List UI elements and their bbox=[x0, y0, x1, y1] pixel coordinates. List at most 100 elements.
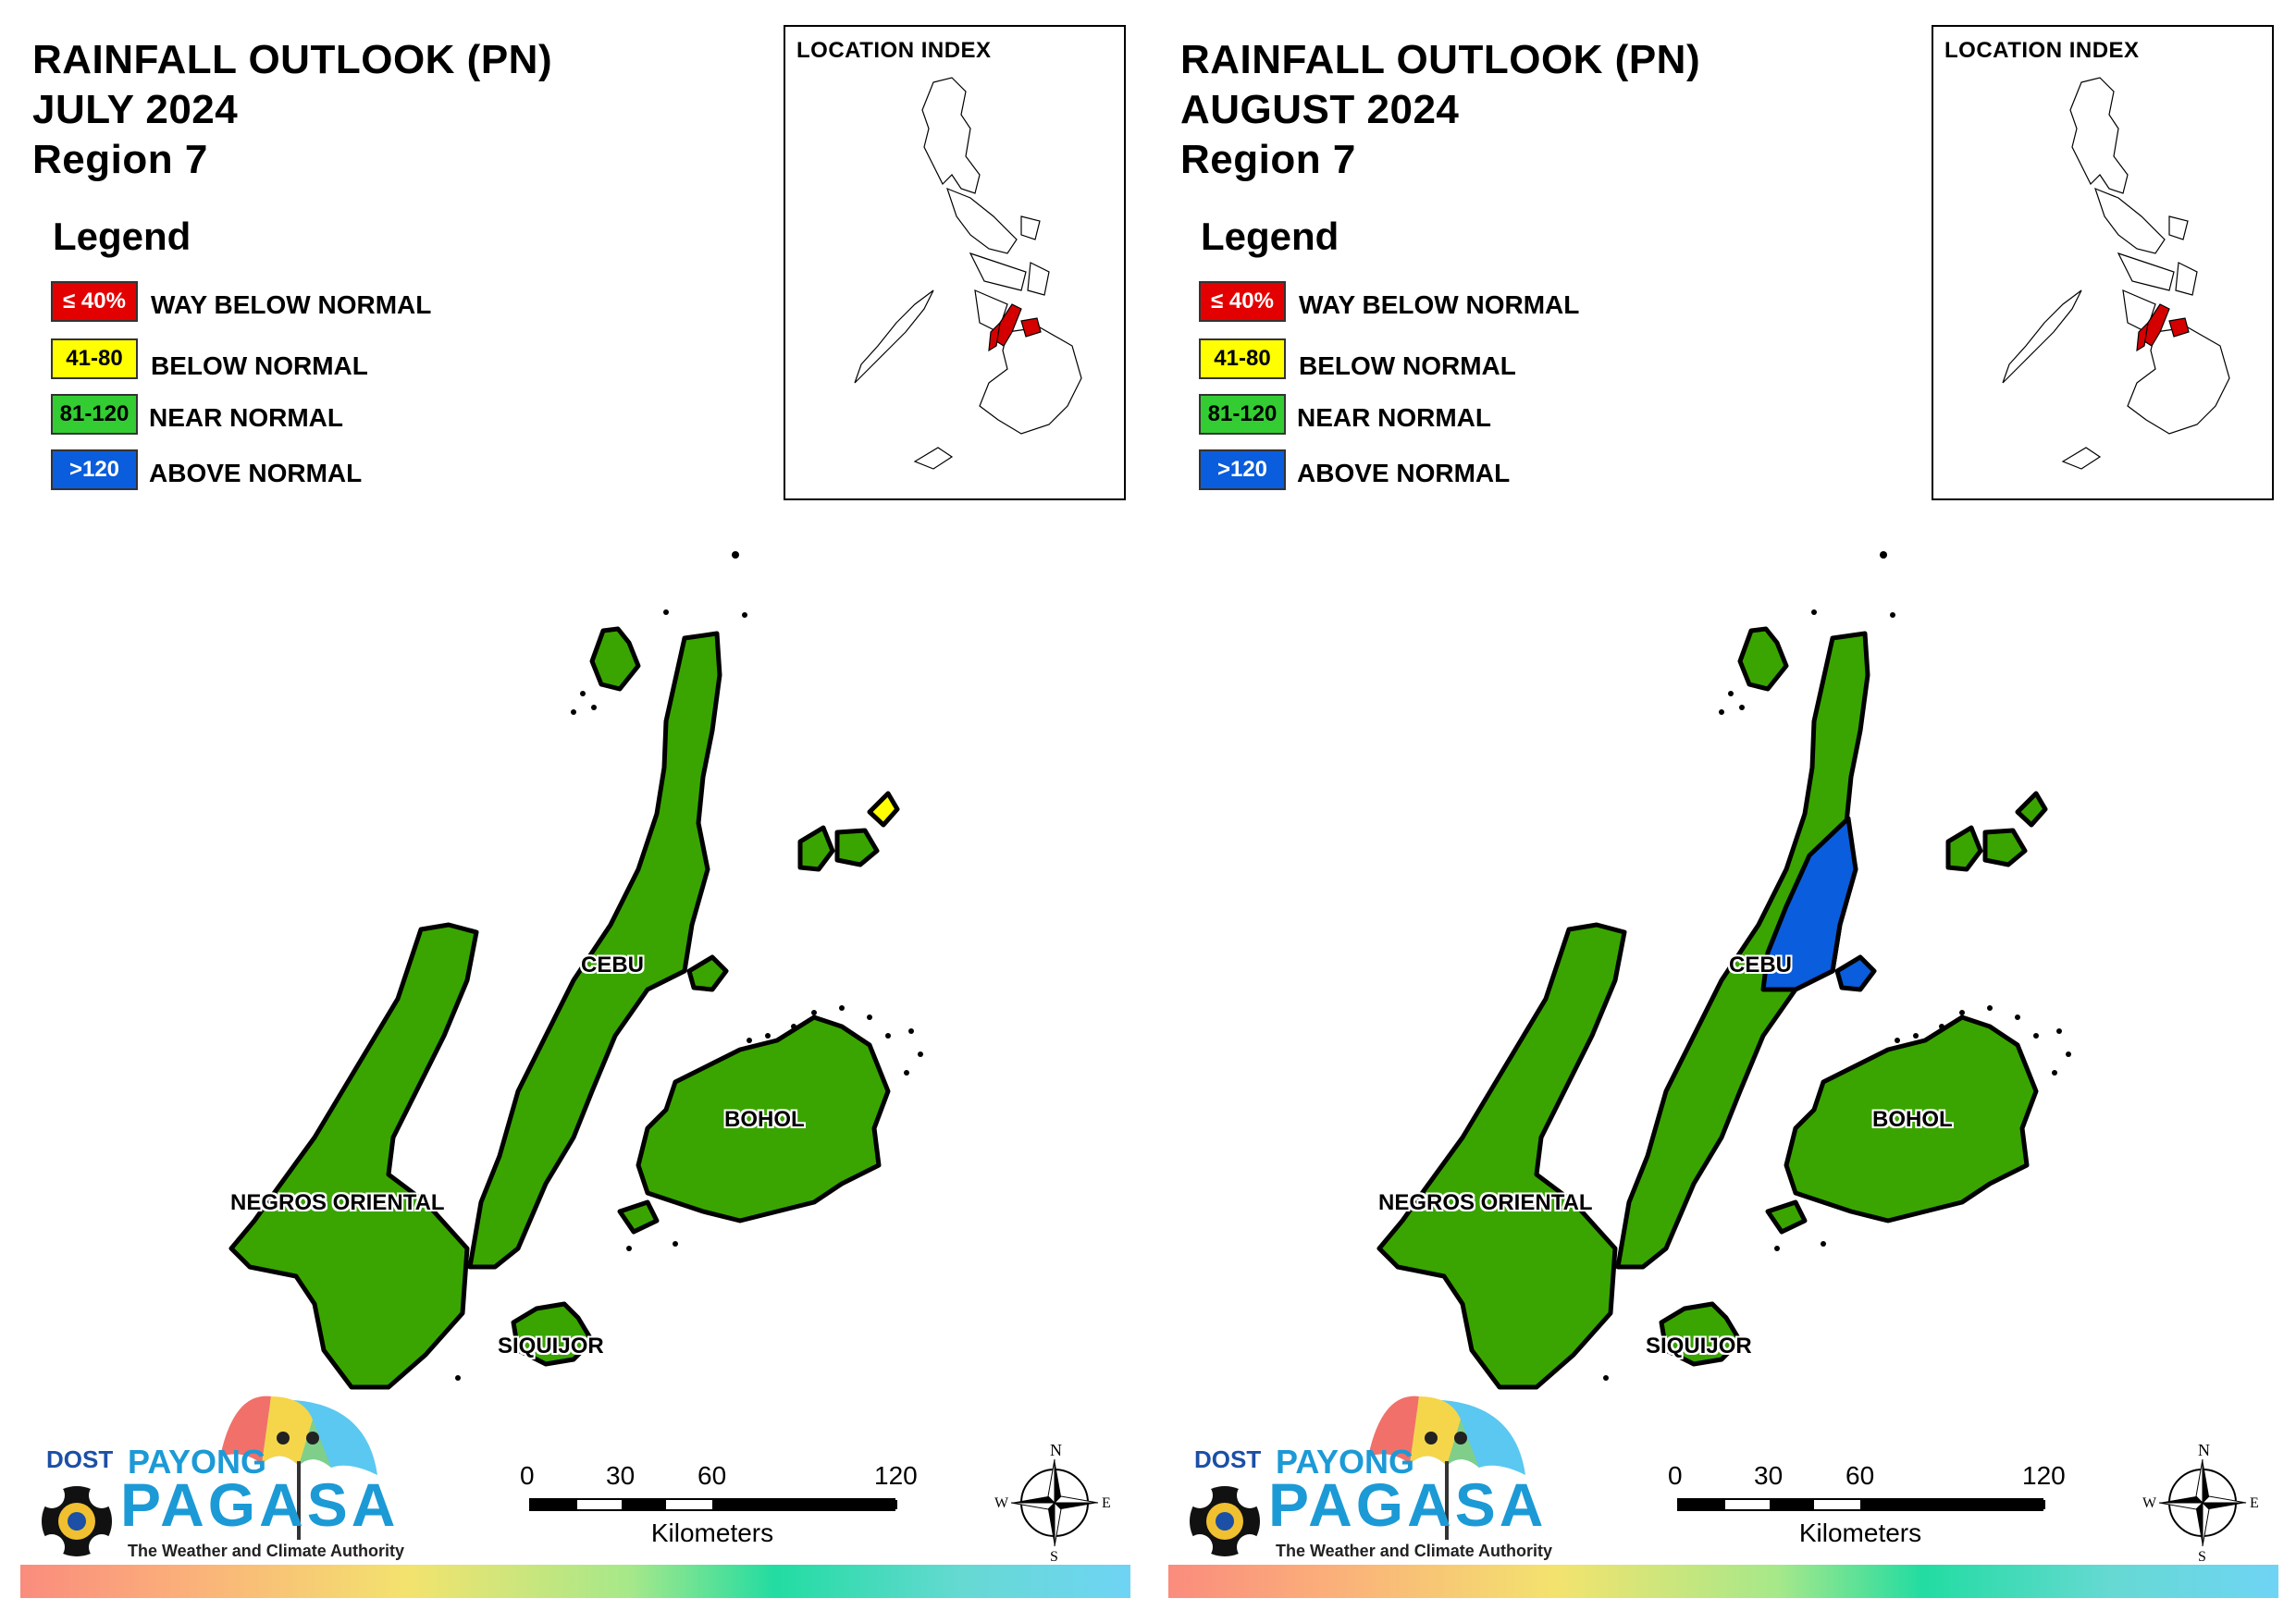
umbrella-icon bbox=[1368, 1396, 1525, 1540]
region7-map bbox=[228, 551, 923, 1390]
legend-swatch: 81-120 bbox=[1199, 394, 1286, 435]
dost-seal-icon bbox=[1187, 1482, 1263, 1560]
scale-tick: 30 bbox=[606, 1461, 636, 1490]
province-label-siquijor: SIQUIJOR bbox=[498, 1334, 604, 1359]
olango-island bbox=[617, 1199, 660, 1235]
siquijor-shape bbox=[1659, 1301, 1743, 1367]
logo-payong: PAYONG bbox=[1276, 1443, 1414, 1481]
province-label-cebu: CEBU bbox=[581, 953, 645, 977]
province-label-bohol: BOHOL bbox=[1872, 1107, 1953, 1132]
logo-pagasa: PAGASA bbox=[120, 1470, 399, 1539]
legend-label: ABOVE NORMAL bbox=[149, 459, 363, 487]
scale-tick: 60 bbox=[1845, 1461, 1875, 1490]
inset-title: LOCATION INDEX bbox=[796, 38, 992, 63]
color-band bbox=[1168, 1565, 2278, 1598]
olango-island bbox=[1765, 1199, 1808, 1235]
camotes-island-c bbox=[2015, 791, 2048, 828]
scale-unit: Kilometers bbox=[1798, 1518, 1922, 1547]
scale-tick: 30 bbox=[1754, 1461, 1784, 1490]
legend-swatch: 81-120 bbox=[51, 394, 138, 435]
location-index-map: LOCATION INDEX bbox=[784, 25, 1126, 500]
outlook-panel-july: RAINFALL OUTLOOK (PN) JULY 2024 Region 7… bbox=[20, 25, 1130, 1598]
title-line-2: JULY 2024 bbox=[32, 87, 239, 132]
title-line-1: RAINFALL OUTLOOK (PN) bbox=[1180, 37, 1701, 82]
bohol-shape bbox=[636, 1014, 891, 1223]
location-index-map: LOCATION INDEX bbox=[1932, 25, 2274, 500]
svg-text:S: S bbox=[1050, 1549, 1058, 1563]
scale-bar: 0 30 60 120 Kilometers bbox=[1668, 1461, 2066, 1563]
scale-tick: 60 bbox=[697, 1461, 727, 1490]
color-band bbox=[20, 1565, 1130, 1598]
bohol-shape bbox=[1784, 1014, 2039, 1223]
umbrella-icon bbox=[220, 1396, 377, 1540]
legend-label: ABOVE NORMAL bbox=[1297, 459, 1511, 487]
legend-label: NEAR NORMAL bbox=[1297, 403, 1491, 432]
small-islets bbox=[455, 551, 923, 1381]
panel-title: RAINFALL OUTLOOK (PN) JULY 2024 Region 7 bbox=[32, 35, 552, 185]
camotes-island-b bbox=[1982, 828, 2028, 867]
title-line-2: AUGUST 2024 bbox=[1180, 87, 1460, 132]
legend-label: BELOW NORMAL bbox=[151, 351, 368, 380]
province-label-negros-oriental: NEGROS ORIENTAL bbox=[230, 1190, 445, 1215]
svg-text:N: N bbox=[2198, 1443, 2210, 1459]
scale-bar-graphic bbox=[529, 1498, 897, 1511]
province-label-cebu: CEBU bbox=[1729, 953, 1793, 977]
title-line-3: Region 7 bbox=[1180, 137, 1356, 182]
logo-pagasa: PAGASA bbox=[1268, 1470, 1547, 1539]
inset-title: LOCATION INDEX bbox=[1944, 38, 2140, 63]
panel-title: RAINFALL OUTLOOK (PN) AUGUST 2024 Region… bbox=[1180, 35, 1700, 185]
pagasa-logo: DOST PAYONG PAGASA The Weather and Clima… bbox=[1183, 1392, 1553, 1568]
logo-tagline: The Weather and Climate Authority bbox=[128, 1542, 404, 1560]
scale-tick: 120 bbox=[874, 1461, 918, 1490]
philippines-outline bbox=[854, 77, 1082, 470]
philippines-outline bbox=[2002, 77, 2230, 470]
region7-highlight bbox=[988, 303, 1042, 352]
camotes-island-a bbox=[1945, 825, 1983, 872]
legend-swatch: ≤ 40% bbox=[51, 281, 138, 322]
logo-tagline: The Weather and Climate Authority bbox=[1276, 1542, 1552, 1560]
svg-text:E: E bbox=[2250, 1495, 2259, 1511]
scale-tick: 120 bbox=[2022, 1461, 2066, 1490]
legend-label: BELOW NORMAL bbox=[1299, 351, 1516, 380]
camotes-island-a bbox=[797, 825, 835, 872]
small-islets bbox=[1603, 551, 2071, 1381]
camotes-island-c bbox=[867, 791, 900, 828]
compass-rose-icon: N E S W bbox=[2142, 1441, 2263, 1565]
title-line-1: RAINFALL OUTLOOK (PN) bbox=[32, 37, 553, 82]
cebu-shape bbox=[1615, 631, 1870, 1270]
siquijor-shape bbox=[511, 1301, 595, 1367]
pagasa-logo: DOST PAYONG PAGASA The Weather and Clima… bbox=[35, 1392, 405, 1568]
region7-map bbox=[1376, 551, 2071, 1390]
negros-oriental-shape bbox=[228, 922, 479, 1390]
scale-unit: Kilometers bbox=[650, 1518, 774, 1547]
legend-swatch: >120 bbox=[51, 449, 138, 490]
negros-oriental-shape bbox=[1376, 922, 1627, 1390]
legend-title: Legend bbox=[53, 215, 191, 258]
scale-bar: 0 30 60 120 Kilometers bbox=[520, 1461, 918, 1563]
cebu-above-normal-area bbox=[1760, 816, 1858, 992]
svg-text:N: N bbox=[1050, 1443, 1062, 1459]
svg-text:W: W bbox=[994, 1495, 1009, 1511]
province-label-bohol: BOHOL bbox=[724, 1107, 805, 1132]
province-label-siquijor: SIQUIJOR bbox=[1646, 1334, 1752, 1359]
mactan-island bbox=[1834, 954, 1877, 992]
mactan-island bbox=[686, 954, 729, 992]
logo-payong: PAYONG bbox=[128, 1443, 266, 1481]
bantayan-island bbox=[1737, 626, 1789, 692]
legend-swatch: ≤ 40% bbox=[1199, 281, 1286, 322]
province-label-negros-oriental: NEGROS ORIENTAL bbox=[1378, 1190, 1593, 1215]
logo-dost: DOST bbox=[1194, 1445, 1261, 1473]
bantayan-island bbox=[589, 626, 641, 692]
compass-rose-icon: N E S W bbox=[994, 1441, 1115, 1565]
logo-dost: DOST bbox=[46, 1445, 113, 1473]
legend-label: WAY BELOW NORMAL bbox=[1299, 290, 1580, 319]
legend-title: Legend bbox=[1201, 215, 1339, 258]
cebu-shape bbox=[467, 631, 722, 1270]
svg-text:S: S bbox=[2198, 1549, 2206, 1563]
legend-swatch: >120 bbox=[1199, 449, 1286, 490]
title-line-3: Region 7 bbox=[32, 137, 208, 182]
scale-bar-graphic bbox=[1677, 1498, 2045, 1511]
scale-tick: 0 bbox=[520, 1461, 535, 1490]
legend-swatch: 41-80 bbox=[51, 338, 138, 379]
camotes-island-b bbox=[834, 828, 880, 867]
